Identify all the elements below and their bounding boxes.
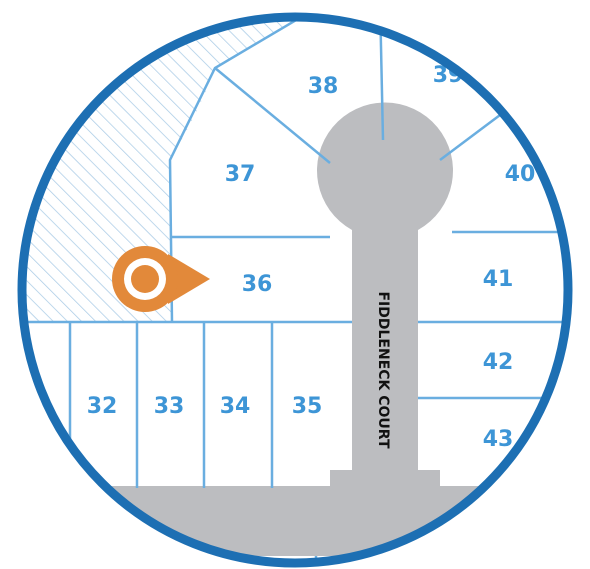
lot-35-label: 35 [292,394,323,419]
lot-42-label: 42 [483,350,514,375]
lot-37-label: 37 [225,162,256,187]
lot-32-label: 32 [87,394,118,419]
lot-40-label: 40 [505,162,536,187]
lot-38-label: 38 [308,74,339,99]
road-junction [330,470,440,500]
lot-43-label: 43 [483,427,514,452]
main-road [22,486,568,556]
lot-34-label: 34 [220,394,251,419]
lot-33-label: 33 [154,394,185,419]
street-name-label: FIDDLENECK COURT [375,291,391,448]
lot-36-label: 36 [242,272,273,297]
lot-41-label: 41 [483,267,514,292]
location-pin-icon[interactable] [112,246,210,312]
fiddleneck-court-road [317,102,454,482]
map-frame-border [17,12,573,568]
